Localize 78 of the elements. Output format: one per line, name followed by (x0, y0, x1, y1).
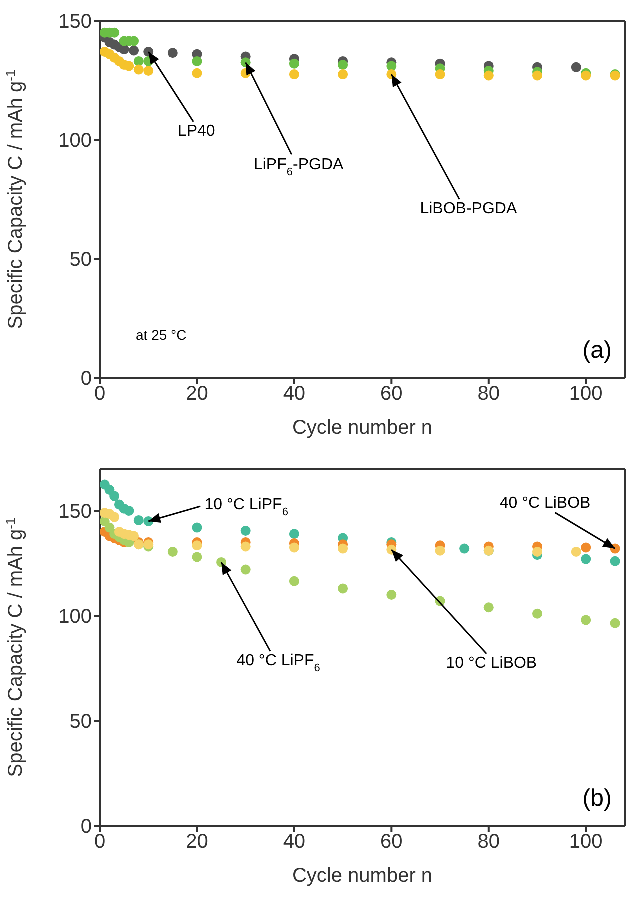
point (134, 515, 144, 526)
y-tick-label: 50 (70, 249, 92, 272)
point (460, 544, 470, 554)
point (610, 618, 620, 628)
x-axis-title: Cycle number n (292, 417, 433, 439)
point (386, 61, 397, 72)
point (435, 70, 446, 80)
y-tick-label: 100 (58, 606, 92, 628)
point (435, 546, 446, 556)
point (338, 70, 348, 80)
x-tick-label: 20 (186, 383, 208, 406)
x-tick-label: 100 (569, 831, 603, 854)
x-tick-label: 60 (380, 383, 403, 406)
point (240, 542, 251, 552)
annotation: 10 °C LiPF$_{6}$ (204, 496, 288, 518)
annotation: LiBOB-PGDA (420, 200, 518, 218)
point (571, 62, 582, 72)
point (134, 64, 144, 75)
point (581, 70, 592, 81)
point (110, 512, 120, 522)
point (289, 576, 300, 586)
x-tick-label: 20 (186, 831, 208, 854)
point (338, 60, 348, 70)
annotation: 40 °C LiBOB (500, 494, 591, 512)
point (192, 552, 202, 562)
y-tick-label: 100 (58, 130, 92, 152)
y-tick-label: 0 (80, 368, 92, 390)
point (192, 540, 202, 551)
point (134, 56, 144, 66)
point (144, 66, 154, 76)
y-tick-label: 150 (58, 11, 92, 34)
point (240, 526, 251, 536)
point (192, 56, 202, 66)
point (484, 70, 494, 81)
y-tick-label: 0 (80, 816, 92, 838)
point (338, 584, 348, 594)
point (240, 564, 251, 575)
annotation: LiPF$_{6}$-PGDA (254, 156, 344, 179)
x-tick-label: 80 (478, 383, 500, 406)
point (192, 68, 202, 78)
point (124, 506, 134, 516)
point (581, 542, 592, 553)
point (289, 58, 300, 69)
annotation: (b) (582, 785, 612, 812)
annotation: 10 °C LiBOB (446, 654, 538, 672)
point (581, 554, 592, 564)
point (168, 48, 178, 58)
annotation: LP40 (178, 122, 216, 140)
annotation: 40 °C LiPF$_{6}$ (236, 652, 320, 674)
x-tick-label: 80 (478, 831, 500, 854)
x-tick-label: 100 (569, 383, 603, 406)
point (386, 590, 397, 600)
y-tick-label: 150 (58, 501, 92, 524)
point (610, 556, 620, 566)
point (124, 61, 134, 72)
annotation: at 25 °C (136, 327, 187, 343)
point (129, 46, 140, 56)
x-tick-label: 60 (380, 831, 403, 854)
y-tick-label: 50 (70, 711, 92, 734)
point (289, 70, 300, 80)
point (192, 522, 202, 533)
point (571, 546, 582, 557)
point (119, 44, 130, 55)
point (338, 544, 348, 554)
point (289, 529, 300, 540)
point (110, 491, 120, 502)
annotation: (a) (582, 337, 612, 364)
x-axis-title: Cycle number n (292, 865, 433, 887)
point (532, 70, 542, 81)
point (532, 546, 542, 557)
x-tick-label: 40 (283, 383, 306, 406)
point (129, 531, 140, 542)
point (289, 542, 300, 553)
point (581, 615, 592, 626)
point (484, 602, 494, 613)
x-tick-label: 40 (283, 831, 306, 854)
point (168, 546, 178, 557)
point (532, 608, 542, 619)
